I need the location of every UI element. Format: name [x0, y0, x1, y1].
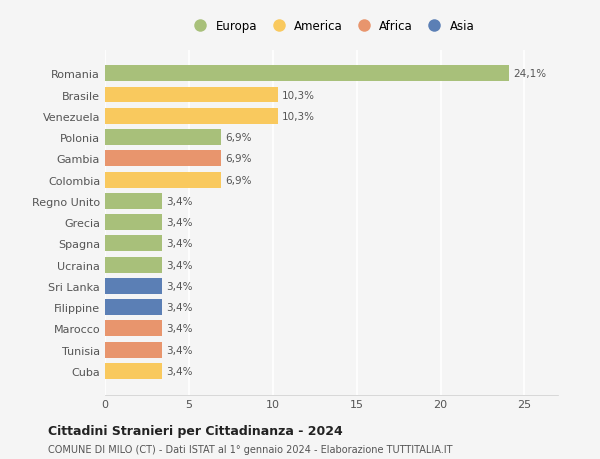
Bar — [105, 172, 221, 188]
Text: 6,9%: 6,9% — [225, 175, 251, 185]
Text: 3,4%: 3,4% — [166, 345, 193, 355]
Legend: Europa, America, Africa, Asia: Europa, America, Africa, Asia — [184, 15, 479, 38]
Bar — [105, 109, 278, 124]
Bar — [105, 342, 162, 358]
Bar — [105, 278, 162, 294]
Bar — [105, 193, 162, 209]
Text: 3,4%: 3,4% — [166, 218, 193, 228]
Bar — [105, 300, 162, 315]
Bar — [105, 87, 278, 103]
Text: 3,4%: 3,4% — [166, 260, 193, 270]
Bar — [105, 151, 221, 167]
Text: 3,4%: 3,4% — [166, 196, 193, 207]
Text: 6,9%: 6,9% — [225, 133, 251, 143]
Text: 10,3%: 10,3% — [282, 112, 315, 122]
Bar — [105, 236, 162, 252]
Bar — [105, 66, 509, 82]
Text: 10,3%: 10,3% — [282, 90, 315, 101]
Text: 3,4%: 3,4% — [166, 366, 193, 376]
Bar — [105, 257, 162, 273]
Bar — [105, 215, 162, 230]
Text: 3,4%: 3,4% — [166, 302, 193, 313]
Bar — [105, 321, 162, 336]
Text: 3,4%: 3,4% — [166, 281, 193, 291]
Text: 3,4%: 3,4% — [166, 324, 193, 334]
Text: 24,1%: 24,1% — [514, 69, 547, 79]
Bar — [105, 363, 162, 379]
Text: 6,9%: 6,9% — [225, 154, 251, 164]
Text: COMUNE DI MILO (CT) - Dati ISTAT al 1° gennaio 2024 - Elaborazione TUTTITALIA.IT: COMUNE DI MILO (CT) - Dati ISTAT al 1° g… — [48, 444, 452, 454]
Text: Cittadini Stranieri per Cittadinanza - 2024: Cittadini Stranieri per Cittadinanza - 2… — [48, 425, 343, 437]
Bar — [105, 130, 221, 146]
Text: 3,4%: 3,4% — [166, 239, 193, 249]
